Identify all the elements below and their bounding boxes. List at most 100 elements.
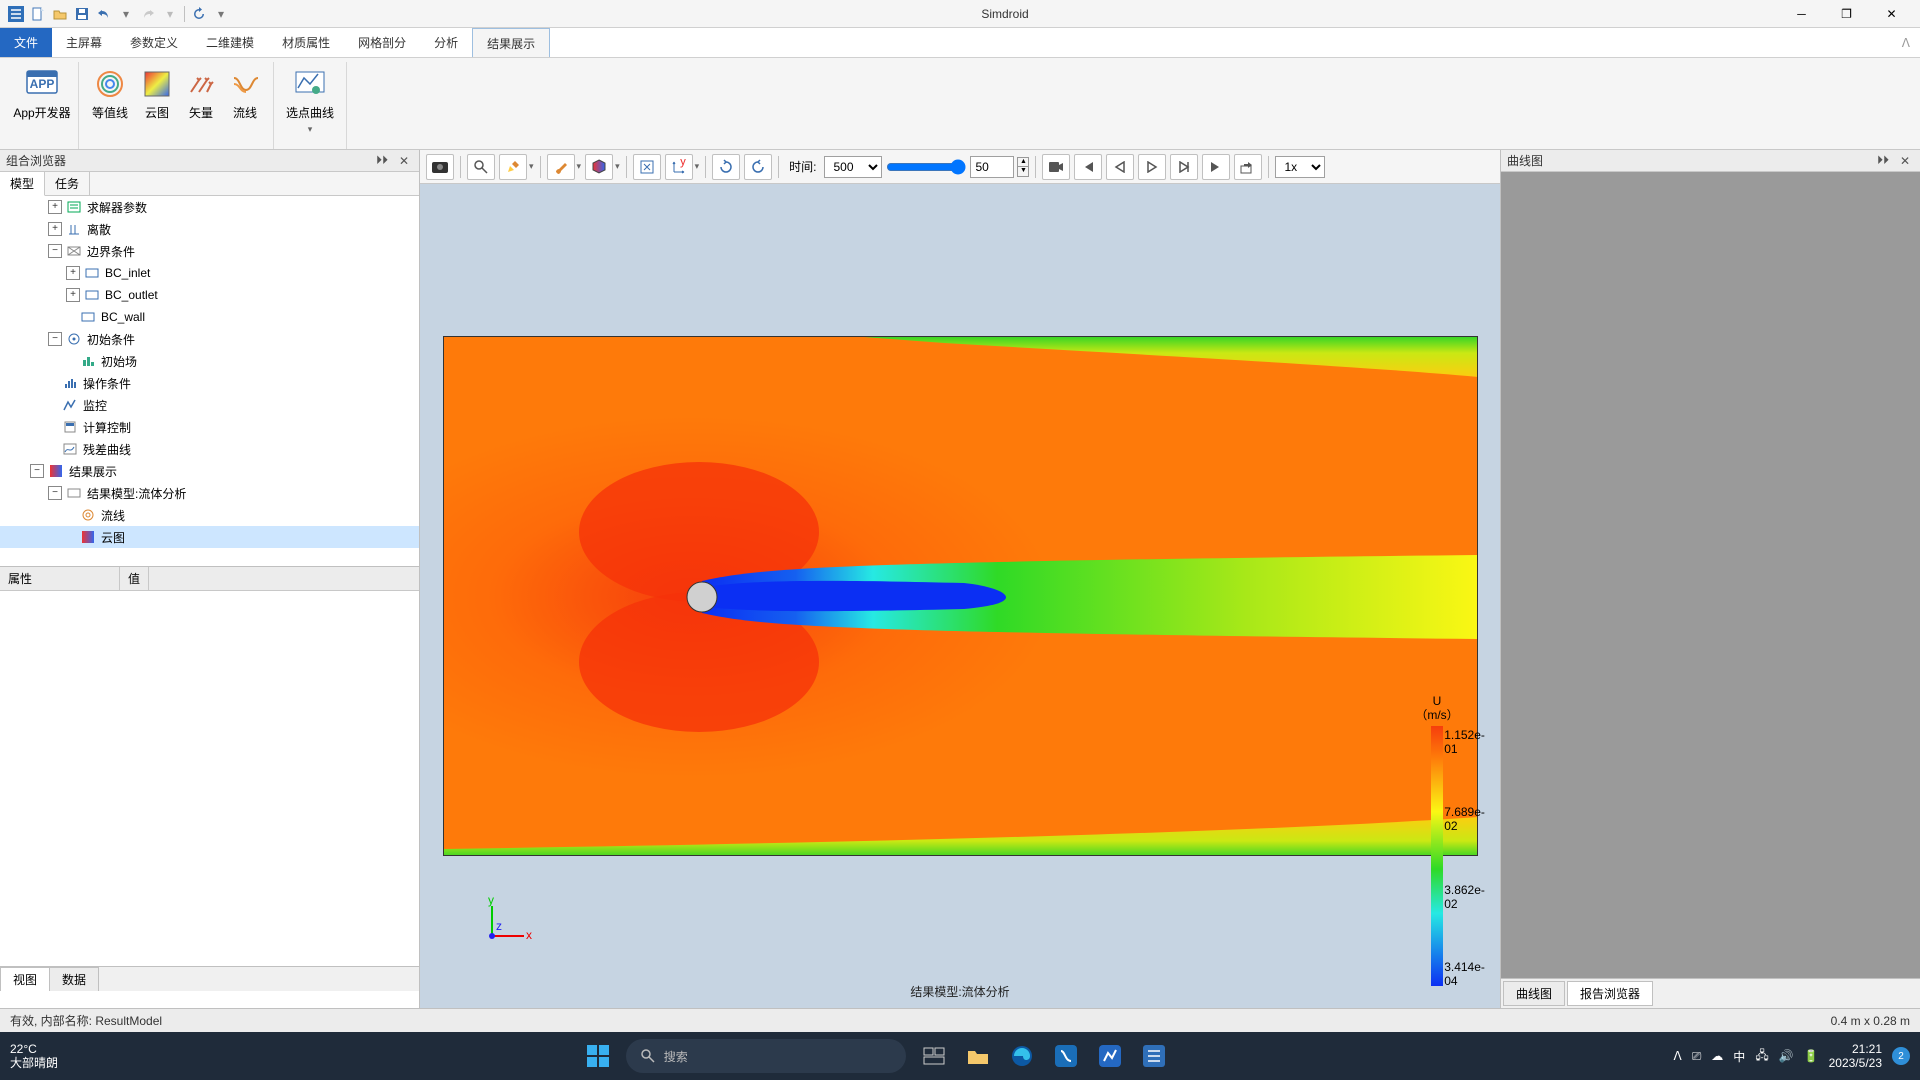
dropdown-caret-icon[interactable]: ▾ (529, 161, 534, 172)
app-logo-icon[interactable] (6, 4, 26, 24)
tab-material[interactable]: 材质属性 (268, 28, 344, 57)
tree-row-solver[interactable]: +求解器参数 (0, 196, 419, 218)
ribbon-cloud[interactable]: 云图 (135, 64, 179, 120)
tree-row-monitor[interactable]: 监控 (0, 394, 419, 416)
qat-customize-icon[interactable]: ▾ (211, 4, 231, 24)
taskbar-search[interactable]: 搜索 (626, 1039, 906, 1073)
tab-mesh[interactable]: 网格剖分 (344, 28, 420, 57)
panel-pin-icon[interactable]: ⏵⏵ (1874, 153, 1892, 169)
tab-home[interactable]: 主屏幕 (52, 28, 116, 57)
step-input[interactable] (970, 156, 1014, 178)
ribbon-contour[interactable]: 等值线 (85, 64, 135, 120)
windows-taskbar[interactable]: 22°C 大部晴朗 搜索 ᐱ ⎚ ☁ 中 🖧 🔊 🔋 21:21 2023/5/… (0, 1032, 1920, 1080)
expand-icon[interactable]: + (66, 266, 80, 280)
tab-model2d[interactable]: 二维建模 (192, 28, 268, 57)
ribbon-pick-curve[interactable]: 选点曲线 ▾ (280, 64, 340, 135)
highlight-icon[interactable] (499, 154, 527, 180)
edge-icon[interactable] (1002, 1036, 1042, 1076)
tab-file[interactable]: 文件 (0, 28, 52, 57)
panel-close-icon[interactable]: ✕ (1896, 153, 1914, 169)
ribbon-vector[interactable]: 矢量 (179, 64, 223, 120)
taskbar-clock[interactable]: 21:21 2023/5/23 (1829, 1042, 1882, 1070)
tree-row-bc[interactable]: −边界条件 (0, 240, 419, 262)
app-icon-1[interactable] (1046, 1036, 1086, 1076)
tree-row-result-model[interactable]: −结果模型:流体分析 (0, 482, 419, 504)
expand-icon[interactable]: + (48, 222, 62, 236)
ribbon-streamline[interactable]: 流线 (223, 64, 267, 120)
start-button[interactable] (578, 1036, 618, 1076)
tray-volume-icon[interactable]: 🔊 (1779, 1049, 1794, 1063)
collapse-icon[interactable]: − (48, 486, 62, 500)
tab-result[interactable]: 结果展示 (472, 28, 550, 57)
collapse-icon[interactable]: − (48, 244, 62, 258)
save-icon[interactable] (72, 4, 92, 24)
tab-view[interactable]: 视图 (0, 967, 50, 991)
redo-icon[interactable] (138, 4, 158, 24)
minimize-button[interactable]: ─ (1779, 0, 1824, 28)
axis-icon[interactable]: y (665, 154, 693, 180)
tree-tab-model[interactable]: 模型 (0, 172, 45, 196)
tray-chevron-icon[interactable]: ᐱ (1673, 1049, 1681, 1063)
model-tree[interactable]: +求解器参数 +离散 −边界条件 +BC_inlet +BC_outlet BC… (0, 196, 419, 566)
tray-network-icon[interactable]: 🖧 (1755, 1046, 1768, 1067)
tab-curve[interactable]: 曲线图 (1503, 981, 1565, 1006)
rotate-cw-icon[interactable] (744, 154, 772, 180)
close-button[interactable]: ✕ (1869, 0, 1914, 28)
tree-row-calc[interactable]: 计算控制 (0, 416, 419, 438)
viewport[interactable]: y x z U（m/s） 1.152e-01 7.689e-02 3.862e-… (420, 184, 1500, 1008)
step-up-icon[interactable]: ▲ (1017, 157, 1029, 167)
tree-row-bc-wall[interactable]: BC_wall (0, 306, 419, 328)
undo-dropdown-icon[interactable]: ▾ (116, 4, 136, 24)
prev-icon[interactable] (1106, 154, 1134, 180)
tree-row-r-cloud[interactable]: 云图 (0, 526, 419, 548)
tree-tab-task[interactable]: 任务 (45, 172, 90, 195)
maximize-button[interactable]: ❐ (1824, 0, 1869, 28)
new-icon[interactable] (28, 4, 48, 24)
expand-icon[interactable]: + (48, 200, 62, 214)
tree-row-residual[interactable]: 残差曲线 (0, 438, 419, 460)
dropdown-caret-icon[interactable]: ▾ (695, 161, 700, 172)
redo-dropdown-icon[interactable]: ▾ (160, 4, 180, 24)
tab-param[interactable]: 参数定义 (116, 28, 192, 57)
first-icon[interactable] (1074, 154, 1102, 180)
tray-cloud-icon[interactable]: ☁ (1711, 1049, 1723, 1063)
tree-row-opcond[interactable]: 操作条件 (0, 372, 419, 394)
simulation-canvas[interactable] (443, 336, 1478, 856)
tab-data[interactable]: 数据 (49, 967, 99, 991)
dropdown-caret-icon[interactable]: ▾ (615, 161, 620, 172)
export-icon[interactable] (1234, 154, 1262, 180)
ribbon-appdev[interactable]: APP App开发器 (12, 64, 72, 120)
panel-pin-icon[interactable]: ⏵⏵ (373, 153, 391, 169)
step-down-icon[interactable]: ▼ (1017, 167, 1029, 177)
collapse-icon[interactable]: − (30, 464, 44, 478)
tree-row-r-stream[interactable]: 流线 (0, 504, 419, 526)
tree-row-ic[interactable]: −初始条件 (0, 328, 419, 350)
screenshot-icon[interactable] (426, 154, 454, 180)
tab-report[interactable]: 报告浏览器 (1567, 981, 1653, 1006)
tab-analysis[interactable]: 分析 (420, 28, 472, 57)
zoom-icon[interactable] (467, 154, 495, 180)
explorer-icon[interactable] (958, 1036, 998, 1076)
notification-badge[interactable]: 2 (1892, 1047, 1910, 1065)
tree-row-ic-field[interactable]: 初始场 (0, 350, 419, 372)
taskview-icon[interactable] (914, 1036, 954, 1076)
fit-icon[interactable] (633, 154, 661, 180)
undo-icon[interactable] (94, 4, 114, 24)
rotate-ccw-icon[interactable] (712, 154, 740, 180)
play-icon[interactable] (1138, 154, 1166, 180)
tray-icon[interactable]: ⎚ (1692, 1049, 1702, 1064)
collapse-icon[interactable]: − (48, 332, 62, 346)
record-icon[interactable] (1042, 154, 1070, 180)
panel-close-icon[interactable]: ✕ (395, 153, 413, 169)
tree-row-discrete[interactable]: +离散 (0, 218, 419, 240)
ribbon-collapse-icon[interactable]: ᐱ (1892, 28, 1920, 57)
system-tray[interactable]: ᐱ ⎚ ☁ 中 🖧 🔊 🔋 21:21 2023/5/23 2 (1673, 1042, 1910, 1070)
tree-row-result[interactable]: −结果展示 (0, 460, 419, 482)
speed-select[interactable]: 1x (1275, 156, 1325, 178)
taskbar-weather[interactable]: 22°C 大部晴朗 (10, 1042, 58, 1070)
dropdown-caret-icon[interactable]: ▾ (577, 161, 582, 172)
cube-icon[interactable] (585, 154, 613, 180)
tray-battery-icon[interactable]: 🔋 (1804, 1049, 1819, 1063)
brush-icon[interactable] (547, 154, 575, 180)
tree-row-bc-outlet[interactable]: +BC_outlet (0, 284, 419, 306)
